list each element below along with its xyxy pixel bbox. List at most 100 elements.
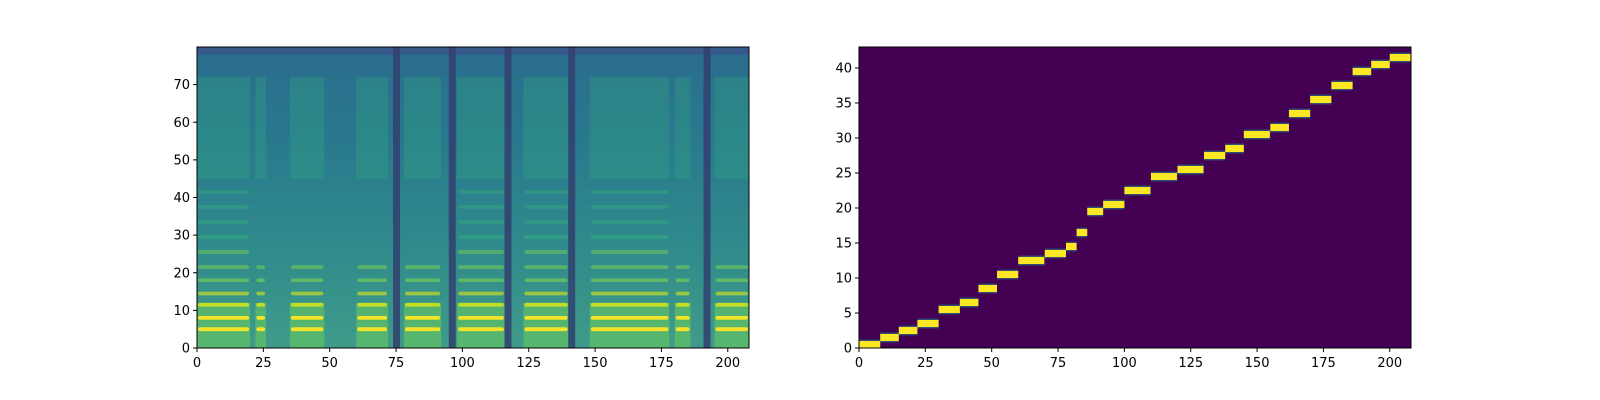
spectrogram-x-tick-label: 75 [388,356,405,371]
alignment-x-tick-label: 100 [1112,356,1137,371]
spectrogram-y-axis: 0 10 20 30 40 50 60 70 [173,78,197,357]
alignment-x-tick-label: 0 [855,356,863,371]
harmonic-stripe [458,327,504,332]
spectrogram-x-tick-label: 50 [321,356,338,371]
harmonic-stripe [256,316,265,320]
voiced-segment [289,77,325,348]
harmonic-stripe [590,291,669,296]
voiced-segment [404,77,442,348]
harmonic-stripe [675,316,690,320]
alignment-y-tick-label: 5 [844,307,852,322]
harmonic-stripe [458,316,504,320]
harmonic-stripe [675,265,690,269]
harmonic-stripe [715,327,748,332]
upper-haze [197,77,251,179]
harmonic-stripe [715,278,748,283]
harmonic-stripe [590,278,669,283]
alignment-x-tick-label: 125 [1178,356,1203,371]
harmonic-stripe [290,278,324,283]
harmonic-stripe [357,265,388,269]
silence-band [703,47,711,348]
silence-band [448,47,456,348]
low-band [674,302,691,348]
alignment-y-tick-label: 25 [835,167,852,182]
alignment-point [1177,166,1204,173]
alignment-point [1204,152,1226,159]
voiced-segment [197,77,251,348]
low-band [714,302,749,348]
harmonic-stripe [198,278,250,283]
alignment-x-tick-label: 50 [983,356,1000,371]
spectrogram-y-tick-label: 0 [182,342,190,357]
harmonic-stripe [256,327,265,332]
alignment-point [938,306,960,313]
upper-haze [674,77,691,179]
voiced-segment [674,77,691,348]
harmonic-stripe [405,327,441,332]
harmonic-stripe [458,291,504,296]
alignment-y-axis: 0 5 10 15 20 25 30 35 40 [835,62,859,357]
harmonic-stripe [198,265,250,269]
harmonic-stripe [590,235,669,239]
alignment-point [1150,173,1177,180]
harmonic-stripe [675,278,690,283]
alignment-panel: 0 25 50 75 100 125 150 175 200 0 5 10 15 20 25 30 35 40 [835,46,1432,371]
harmonic-stripe [524,220,568,224]
harmonic-stripe [256,302,265,307]
harmonic-stripe [198,291,250,296]
alignment-layer [859,47,1432,348]
spectrogram-layer [197,47,749,348]
harmonic-stripe [290,302,324,307]
spectrogram-panel: 0 25 50 75 100 125 150 175 200 0 10 20 30 40 50 60 70 [173,46,750,371]
harmonic-stripe [715,316,748,320]
alignment-point [1411,47,1432,54]
low-band [289,302,325,348]
harmonic-stripe [715,302,748,307]
alignment-point [1389,54,1411,61]
low-band [404,302,442,348]
harmonic-stripe [524,265,568,269]
upper-haze [289,77,325,179]
alignment-point [1124,187,1151,194]
harmonic-stripe [524,189,568,194]
harmonic-stripe [458,235,504,239]
harmonic-stripe [590,265,669,269]
harmonic-stripe [524,205,568,209]
harmonic-stripe [357,316,388,320]
alignment-plot-area [859,47,1432,348]
harmonic-stripe [357,302,388,307]
spectrogram-x-tick-label: 0 [193,356,201,371]
harmonic-stripe [405,265,441,269]
harmonic-stripe [256,278,265,283]
harmonic-stripe [458,189,504,194]
alignment-point [978,285,997,292]
harmonic-stripe [675,302,690,307]
silence-band [393,47,401,348]
harmonic-stripe [290,327,324,332]
spectrogram-y-tick-label: 30 [173,229,190,244]
alignment-y-tick-label: 20 [835,202,852,217]
alignment-background [859,47,1411,348]
spectrogram-x-tick-label: 175 [649,356,674,371]
voiced-segment [589,77,670,348]
harmonic-stripe [675,291,690,296]
harmonic-stripe [198,220,250,224]
spectrogram-y-tick-label: 20 [173,266,190,281]
harmonic-stripe [357,327,388,332]
harmonic-stripe [290,316,324,320]
voiced-segment [255,77,266,348]
silence-band [504,47,512,348]
harmonic-stripe [405,302,441,307]
spectrogram-y-tick-label: 50 [173,153,190,168]
low-band [457,302,505,348]
alignment-x-tick-label: 25 [917,356,934,371]
upper-haze [356,77,389,179]
alignment-x-tick-label: 200 [1377,356,1402,371]
harmonic-stripe [198,250,250,254]
spectrogram-x-tick-label: 125 [516,356,541,371]
harmonic-stripe [458,265,504,269]
alignment-point [1018,257,1045,264]
alignment-point [880,334,899,341]
alignment-y-tick-label: 40 [835,62,852,77]
harmonic-stripe [256,291,265,296]
